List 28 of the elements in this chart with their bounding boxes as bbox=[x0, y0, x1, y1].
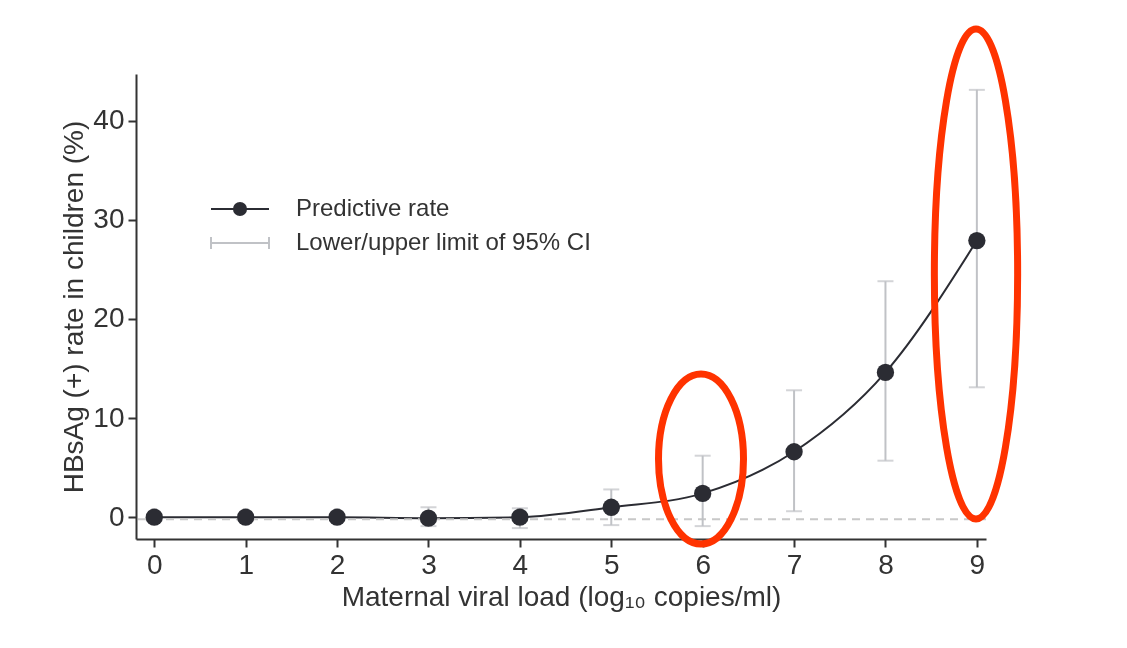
x-tick-label: 6 bbox=[695, 548, 711, 580]
x-tick-label: 9 bbox=[969, 548, 986, 580]
annotation: Lower/upper limit of 95% CI bbox=[296, 228, 591, 255]
x-tick-label: 2 bbox=[329, 548, 346, 580]
x-axis-title: Maternal viral load (log₁₀ copies/ml) bbox=[341, 580, 782, 612]
point bbox=[328, 508, 346, 526]
point bbox=[694, 484, 712, 503]
x-tick-label: 3 bbox=[421, 548, 437, 580]
y-tick-label: 20 bbox=[93, 302, 125, 334]
point bbox=[968, 231, 986, 250]
legend-label: Predictive rate bbox=[296, 194, 450, 221]
y-tick-label: 30 bbox=[93, 203, 125, 235]
x-tick-label: 0 bbox=[146, 548, 163, 580]
point bbox=[237, 508, 255, 526]
point bbox=[876, 363, 895, 382]
x-tick-label: 5 bbox=[603, 548, 620, 580]
x-tick-label: 7 bbox=[786, 548, 803, 580]
point bbox=[602, 498, 620, 516]
point bbox=[785, 443, 803, 461]
y-tick-label: 0 bbox=[108, 500, 125, 532]
x-tick-label: 8 bbox=[878, 548, 894, 580]
point bbox=[145, 508, 163, 526]
x-tick-label: 4 bbox=[512, 548, 529, 580]
y-tick-label: 40 bbox=[93, 104, 125, 136]
point bbox=[511, 508, 529, 526]
y-axis-title: HBsAg (+) rate in children (%) bbox=[58, 120, 90, 494]
x-tick-label: 1 bbox=[238, 548, 254, 580]
y-tick-label: 10 bbox=[93, 401, 125, 433]
